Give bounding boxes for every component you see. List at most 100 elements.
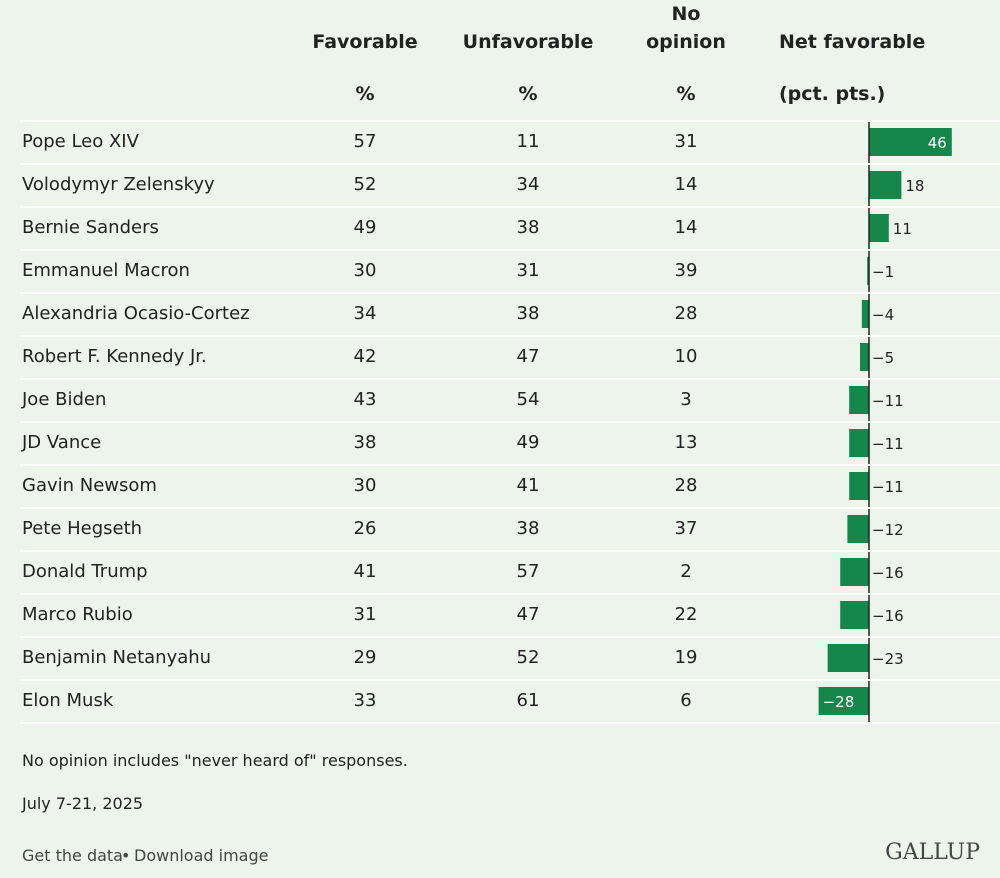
cell-value: 11 [516, 131, 540, 152]
cell-value: 54 [516, 389, 540, 410]
row-divider [20, 464, 1000, 466]
separator: • [121, 846, 131, 865]
net-label: −12 [872, 521, 904, 539]
net-bar [840, 601, 869, 629]
cell-value: 49 [353, 217, 377, 238]
net-bar [867, 257, 869, 285]
row-name: Bernie Sanders [22, 217, 159, 238]
cell-value: 31 [674, 131, 698, 152]
net-bar [861, 300, 869, 328]
row-divider [20, 507, 1000, 509]
net-bar [849, 386, 869, 414]
net-label: −28 [823, 693, 855, 711]
cell-value: 10 [674, 346, 698, 367]
net-bar [849, 429, 869, 457]
net-bar [860, 343, 869, 371]
row-divider [20, 421, 1000, 423]
cell-value: 52 [516, 647, 540, 668]
note: No opinion includes "never heard of" res… [22, 751, 408, 770]
cell-value: 41 [516, 475, 540, 496]
row-name: JD Vance [22, 432, 102, 453]
row-divider [20, 249, 1000, 251]
row-divider [20, 378, 1000, 380]
cell-value: 30 [353, 475, 377, 496]
row-name: Robert F. Kennedy Jr. [22, 346, 207, 367]
column-header: Unfavorable [462, 31, 594, 53]
cell-value: 52 [353, 174, 377, 195]
cell-value: 39 [674, 260, 698, 281]
column-header: Net favorable [779, 31, 926, 53]
cell-value: 38 [516, 518, 540, 539]
net-label: −11 [872, 392, 904, 410]
cell-value: 3 [680, 389, 692, 410]
column-unit: % [355, 83, 375, 105]
row-divider [20, 722, 1000, 724]
net-label: −11 [872, 478, 904, 496]
cell-value: 28 [674, 475, 698, 496]
cell-value: 2 [680, 561, 692, 582]
net-label: 46 [928, 134, 947, 152]
row-name: Pope Leo XIV [22, 131, 139, 152]
row-divider [20, 163, 1000, 165]
net-bar [869, 171, 902, 199]
row-divider [20, 593, 1000, 595]
net-bar [849, 472, 869, 500]
cell-value: 28 [674, 303, 698, 324]
row-divider [20, 550, 1000, 552]
cell-value: 31 [516, 260, 540, 281]
cell-value: 47 [516, 604, 540, 625]
cell-value: 37 [674, 518, 698, 539]
net-label: −16 [872, 564, 904, 582]
footer-link[interactable]: Download image [134, 846, 269, 865]
row-name: Volodymyr Zelenskyy [22, 174, 215, 195]
row-divider [20, 335, 1000, 337]
net-label: 11 [893, 220, 912, 238]
row-divider [20, 636, 1000, 638]
net-label: −1 [872, 263, 894, 281]
cell-value: 43 [353, 389, 377, 410]
row-name: Donald Trump [22, 561, 148, 582]
cell-value: 47 [516, 346, 540, 367]
row-divider [20, 120, 1000, 122]
row-name: Pete Hegseth [22, 518, 143, 539]
logo: GALLUP [885, 840, 980, 865]
cell-value: 57 [353, 131, 377, 152]
column-header: No opinion [646, 3, 726, 53]
row-divider [20, 206, 1000, 208]
net-label: −11 [872, 435, 904, 453]
row-name: Benjamin Netanyahu [22, 647, 212, 668]
net-bar [869, 128, 952, 156]
row-name: Marco Rubio [22, 604, 133, 625]
net-label: −23 [872, 650, 904, 668]
cell-value: 14 [674, 217, 698, 238]
row-name: Elon Musk [22, 690, 114, 711]
date: July 7-21, 2025 [22, 794, 144, 813]
cell-value: 29 [353, 647, 377, 668]
net-label: −5 [872, 349, 894, 367]
row-name: Gavin Newsom [22, 475, 157, 496]
cell-value: 34 [353, 303, 377, 324]
row-name: Alexandria Ocasio-Cortez [22, 303, 250, 324]
cell-value: 26 [353, 518, 377, 539]
net-label: −16 [872, 607, 904, 625]
net-bar [840, 558, 869, 586]
cell-value: 49 [516, 432, 540, 453]
row-name: Emmanuel Macron [22, 260, 190, 281]
column-unit: % [676, 83, 696, 105]
row-name: Joe Biden [22, 389, 107, 410]
cell-value: 38 [353, 432, 377, 453]
footer-link[interactable]: Get the data [22, 846, 123, 865]
cell-value: 14 [674, 174, 698, 195]
column-header: Favorable [312, 31, 418, 53]
column-unit: (pct. pts.) [779, 83, 886, 105]
cell-value: 13 [674, 432, 698, 453]
cell-value: 31 [353, 604, 377, 625]
cell-value: 38 [516, 217, 540, 238]
cell-value: 57 [516, 561, 540, 582]
cell-value: 33 [353, 690, 377, 711]
cell-value: 6 [680, 690, 692, 711]
cell-value: 38 [516, 303, 540, 324]
net-bar [869, 214, 889, 242]
net-label: −4 [872, 306, 894, 324]
